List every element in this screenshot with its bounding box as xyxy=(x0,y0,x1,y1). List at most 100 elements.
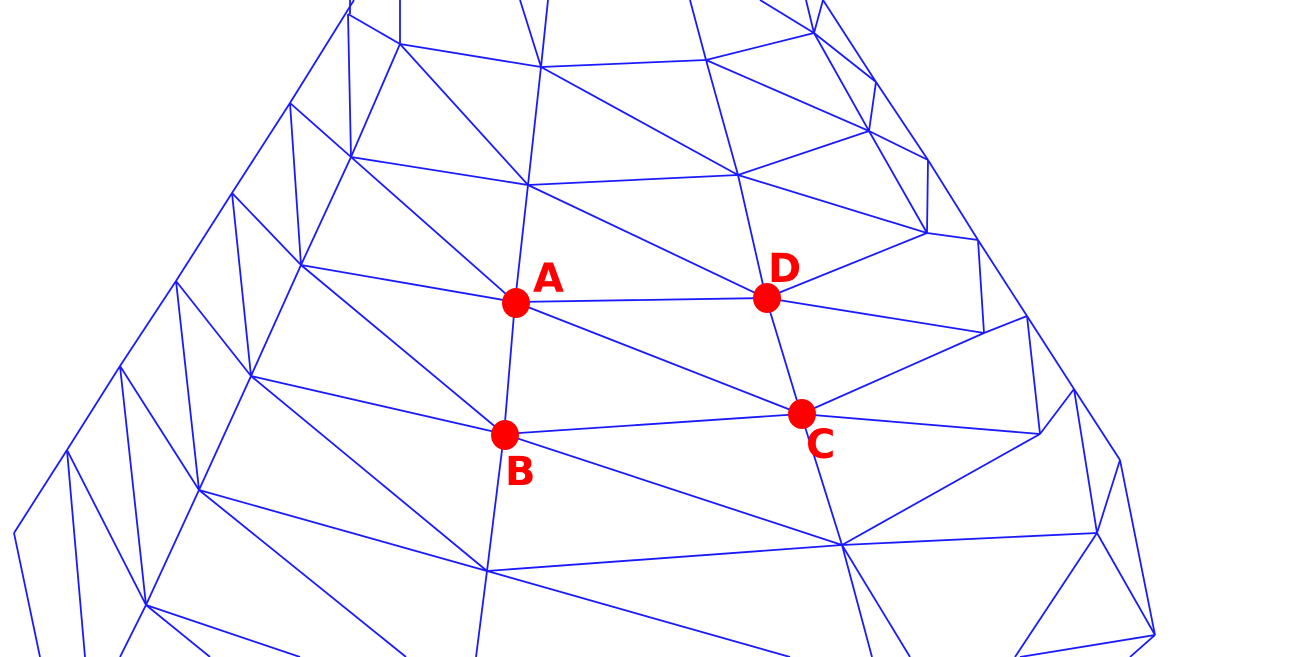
mesh-edge xyxy=(813,0,824,34)
mesh-edge xyxy=(765,232,928,299)
mesh-edge xyxy=(486,544,843,572)
mesh-edge xyxy=(350,43,401,158)
mesh-edge xyxy=(765,297,802,415)
mesh-edge xyxy=(1096,459,1121,534)
mesh-edge xyxy=(250,375,488,572)
mesh-edge xyxy=(175,192,233,282)
mesh-edge xyxy=(119,365,147,606)
point-label-a: A xyxy=(533,256,564,302)
mesh-edge xyxy=(527,184,767,299)
mesh-edge xyxy=(514,301,802,415)
mesh-edge xyxy=(1019,634,1156,657)
point-label-c: C xyxy=(806,422,835,468)
mesh-edge xyxy=(250,375,505,435)
mesh-edge xyxy=(399,43,529,186)
point-labels: A B C D xyxy=(505,246,835,495)
mesh-edge xyxy=(868,81,877,132)
mesh-edge xyxy=(175,280,252,377)
mesh-edge xyxy=(540,66,739,176)
mesh-edge xyxy=(198,489,488,572)
mesh-edge xyxy=(705,59,870,132)
mesh-edge xyxy=(347,13,352,158)
point-marker-d xyxy=(753,283,781,313)
mesh-edge xyxy=(868,130,929,161)
mesh-edge xyxy=(300,264,516,303)
mesh-edge xyxy=(1014,532,1098,657)
mesh-edge xyxy=(927,159,979,241)
mesh-edge xyxy=(822,0,877,83)
mesh-edge xyxy=(737,174,767,299)
mesh-edge xyxy=(841,532,1098,546)
point-marker-c xyxy=(788,399,816,429)
mesh-edge xyxy=(1039,388,1075,435)
mesh-edge xyxy=(705,32,815,61)
mesh-edge xyxy=(503,301,516,435)
point-markers xyxy=(491,283,816,450)
mesh-edge xyxy=(300,264,505,435)
mesh-edge xyxy=(66,449,86,657)
mesh-edge xyxy=(540,59,707,68)
mesh-edge xyxy=(813,32,870,132)
mesh-edge xyxy=(1026,315,1075,390)
mesh-edge xyxy=(813,32,877,83)
mesh-edge xyxy=(486,433,505,572)
mesh-edge xyxy=(250,264,302,377)
mesh-edge xyxy=(66,365,121,451)
mesh-edge xyxy=(350,156,529,186)
mesh-edge xyxy=(289,102,352,158)
mesh-edge xyxy=(119,280,177,367)
mesh-edge xyxy=(1096,532,1156,636)
mesh-edge xyxy=(1119,459,1156,636)
mesh-edge xyxy=(759,0,815,34)
mesh-edge xyxy=(198,489,407,657)
mesh-edge xyxy=(289,0,355,104)
mesh-edge xyxy=(475,570,488,657)
mesh-edge xyxy=(868,130,928,234)
mesh-edge xyxy=(119,365,200,491)
mesh-edge xyxy=(486,570,791,657)
mesh-edge xyxy=(800,413,843,546)
mesh-edge xyxy=(1129,634,1156,657)
point-marker-b xyxy=(491,420,519,450)
mesh-edge xyxy=(527,174,739,186)
mesh-edge xyxy=(514,184,529,303)
mesh-edge xyxy=(231,102,291,194)
mesh-edge xyxy=(514,297,767,303)
mesh-edge xyxy=(805,0,815,34)
mesh-edge xyxy=(800,413,1041,435)
mesh-edge xyxy=(231,192,302,266)
mesh-edge xyxy=(399,43,542,68)
mesh-edge xyxy=(977,239,1028,317)
mesh-edge xyxy=(841,544,911,657)
mesh-edges xyxy=(13,0,1156,657)
mesh-edge xyxy=(503,433,843,546)
mesh-edge xyxy=(145,604,301,657)
mesh-edge xyxy=(519,0,542,68)
mesh-edge xyxy=(1073,388,1098,534)
point-label-d: D xyxy=(768,246,801,292)
mesh-edge xyxy=(983,315,1028,334)
mesh-edge xyxy=(145,604,211,657)
mesh-edge xyxy=(841,544,873,657)
mesh-edge xyxy=(145,489,200,606)
point-marker-a xyxy=(502,288,530,318)
mesh-edge xyxy=(1026,315,1041,435)
mesh-edge xyxy=(289,102,302,266)
mesh-edge xyxy=(926,232,979,241)
mesh-edge xyxy=(350,156,516,303)
mesh-edge xyxy=(198,375,252,491)
mesh-edge xyxy=(300,156,352,266)
mesh-edge xyxy=(689,0,707,61)
mesh-edge xyxy=(977,239,985,334)
mesh-edge xyxy=(737,130,870,176)
mesh-edge xyxy=(175,280,200,491)
mesh-edge xyxy=(800,332,985,415)
mesh-edge xyxy=(503,413,802,435)
mesh-edge xyxy=(13,449,68,534)
mesh-edge xyxy=(66,449,147,606)
mesh-edge xyxy=(1073,388,1121,461)
mesh-edge xyxy=(705,59,739,176)
mesh-edge xyxy=(347,13,401,45)
mesh-edge xyxy=(875,81,929,161)
